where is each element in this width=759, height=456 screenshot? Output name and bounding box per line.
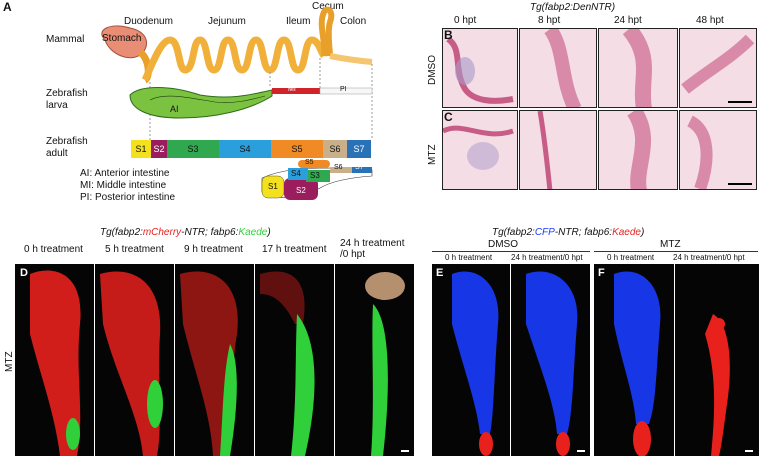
jejunum-label: Jejunum bbox=[208, 16, 246, 27]
ef-title-mid: -NTR; fabp6: bbox=[554, 227, 613, 238]
d-title: Tg(fabp2:mCherry-NTR; fabp6:Kaede) bbox=[100, 227, 271, 238]
adult-s2-label: S2 bbox=[296, 186, 306, 195]
d-image-9h bbox=[175, 264, 254, 456]
adult-s7-label: S7 bbox=[355, 164, 364, 171]
adult-s5-label: S5 bbox=[305, 159, 314, 166]
legend-mi: MI: Middle intestine bbox=[80, 180, 167, 191]
ef-title-prefix: Tg(fabp2: bbox=[492, 227, 535, 238]
f-condition: MTZ bbox=[660, 239, 681, 250]
f-time-24: 24 h treatment/0 hpt bbox=[673, 253, 745, 262]
d-time-17: 17 h treatment bbox=[262, 244, 327, 255]
f-time-0: 0 h treatment bbox=[607, 253, 655, 262]
d-scale-bar bbox=[401, 450, 409, 452]
d-image-5h bbox=[95, 264, 174, 456]
histo-b-0hpt bbox=[442, 28, 518, 108]
legend-pi: PI: Posterior intestine bbox=[80, 192, 176, 203]
bc-time-8: 8 hpt bbox=[538, 15, 561, 26]
ef-title: Tg(fabp2:CFP-NTR; fabp6:Kaede) bbox=[492, 227, 644, 238]
adult-label: Zebrafish adult bbox=[46, 136, 88, 159]
ef-title-kaede: Kaede bbox=[612, 227, 641, 238]
adult-segment-s3: S3 bbox=[167, 140, 219, 158]
adult-segment-s7: S7 bbox=[347, 140, 371, 158]
adult-segment-s1: S1 bbox=[131, 140, 151, 158]
histo-b-24hpt bbox=[598, 28, 678, 108]
scale-bar-c bbox=[728, 183, 752, 185]
histo-b-8hpt bbox=[519, 28, 597, 108]
bc-title: Tg(fabp2:DenNTR) bbox=[530, 2, 616, 13]
adult-segment-s2: S2 bbox=[151, 140, 167, 158]
cecum-label: Cecum bbox=[312, 1, 344, 12]
e-condition: DMSO bbox=[488, 239, 518, 250]
ef-title-cfp: CFP bbox=[534, 227, 555, 238]
d-image-17h bbox=[255, 264, 334, 456]
row-dmso-label: DMSO bbox=[427, 55, 438, 85]
adult-s1-label: S1 bbox=[268, 182, 278, 191]
panel-letter-d: D bbox=[20, 267, 28, 279]
panel-letter-b: B bbox=[444, 28, 453, 42]
adult-s6-label: S6 bbox=[334, 164, 343, 171]
e-time-0: 0 h treatment bbox=[445, 253, 493, 262]
stomach-label: Stomach bbox=[102, 33, 142, 44]
f-image-24h bbox=[675, 264, 759, 456]
larva-pi-label: PI bbox=[340, 86, 347, 93]
larva-label: Zebrafish larva bbox=[46, 88, 88, 111]
e-image-24h bbox=[511, 264, 590, 456]
mammal-label: Mammal bbox=[46, 34, 85, 45]
e-condition-line bbox=[432, 251, 590, 252]
histo-c-24hpt bbox=[598, 110, 678, 190]
d-image-0h bbox=[15, 264, 94, 456]
adult-segment-s6: S6 bbox=[323, 140, 347, 158]
ef-title-suffix: ) bbox=[640, 227, 645, 238]
adult-s3-label: S3 bbox=[310, 171, 320, 180]
panel-letter-e: E bbox=[436, 267, 444, 279]
bc-time-48: 48 hpt bbox=[696, 15, 724, 26]
larva-mi-label: MI bbox=[288, 86, 296, 93]
d-time-5: 5 h treatment bbox=[105, 244, 164, 255]
d-title-suffix: ) bbox=[267, 227, 271, 238]
f-image-0h bbox=[594, 264, 674, 456]
histo-c-8hpt bbox=[519, 110, 597, 190]
d-image-24h bbox=[335, 264, 414, 456]
duodenum-label: Duodenum bbox=[124, 16, 173, 27]
legend-ai: AI: Anterior intestine bbox=[80, 168, 170, 179]
adult-segment-s5: S5 bbox=[271, 140, 323, 158]
panel-letter-a: A bbox=[3, 0, 12, 14]
scale-bar-b bbox=[728, 101, 752, 103]
d-time-0: 0 h treatment bbox=[24, 244, 83, 255]
e-image-0h bbox=[432, 264, 510, 456]
f-scale-bar bbox=[745, 450, 753, 452]
bc-time-24: 24 hpt bbox=[614, 15, 642, 26]
ileum-label: Ileum bbox=[286, 16, 311, 27]
colon-label: Colon bbox=[340, 16, 367, 27]
d-time-9: 9 h treatment bbox=[184, 244, 243, 255]
e-time-24: 24 h treatment/0 hpt bbox=[511, 253, 583, 262]
row-mtz-label: MTZ bbox=[427, 144, 438, 165]
f-condition-line bbox=[594, 251, 758, 252]
histo-b-48hpt bbox=[679, 28, 757, 108]
d-title-mid: -NTR; fabp6: bbox=[181, 227, 239, 238]
histo-c-48hpt bbox=[679, 110, 757, 190]
histo-c-0hpt bbox=[442, 110, 518, 190]
panel-letter-c: C bbox=[444, 110, 453, 124]
bc-time-0: 0 hpt bbox=[454, 15, 477, 26]
d-title-mcherry: mCherry bbox=[142, 227, 182, 238]
panel-letter-f: F bbox=[598, 267, 605, 279]
adult-segment-s4: S4 bbox=[219, 140, 271, 158]
adult-s4-label: S4 bbox=[291, 169, 301, 178]
d-time-24: 24 h treatment /0 hpt bbox=[340, 238, 405, 260]
d-row-mtz: MTZ bbox=[4, 351, 15, 372]
larva-ai-label: AI bbox=[170, 104, 179, 114]
e-scale-bar bbox=[577, 450, 585, 452]
d-title-prefix: Tg(fabp2: bbox=[100, 227, 143, 238]
d-title-kaede: Kaede bbox=[238, 227, 268, 238]
intestine-diagram bbox=[101, 6, 373, 200]
